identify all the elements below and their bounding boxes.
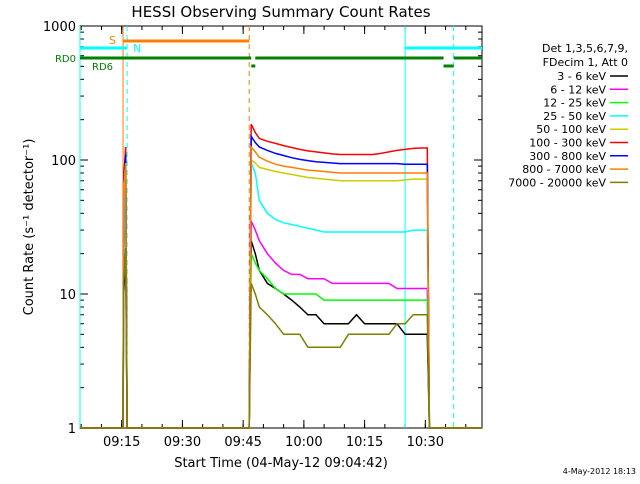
legend-label-5: 50 - 100 keV: [536, 123, 606, 136]
legend-label-4: 25 - 50 keV: [543, 110, 606, 123]
x-tick-label: 10:00: [285, 435, 322, 450]
x-tick-label: 09:30: [164, 435, 201, 450]
footer-date: 4-May-2012 18:13: [563, 467, 636, 476]
rd0-flag-label: RD0: [55, 54, 76, 65]
y-tick-label: 100: [51, 154, 76, 169]
legend-label-9: 7000 - 20000 keV: [508, 176, 606, 189]
x-tick-label: 10:30: [407, 435, 444, 450]
legend-label-1: 3 - 6 keV: [557, 70, 606, 83]
s-flag-label: S: [109, 34, 116, 47]
x-axis-label: Start Time (04-May-12 09:04:42): [174, 456, 388, 471]
n-flag-label: N: [133, 42, 141, 55]
y-axis-label: Count Rate (s⁻¹ detector⁻¹): [22, 139, 37, 316]
series-line-4: [80, 162, 482, 429]
x-tick-label: 09:15: [103, 435, 140, 450]
y-tick-label: 1: [68, 422, 76, 437]
legend-header-line-1: Det 1,3,5,6,7,9,: [542, 42, 628, 55]
legend-label-2: 6 - 12 keV: [550, 83, 606, 96]
rd6-flag-label: RD6: [92, 62, 113, 73]
x-tick-label: 09:45: [224, 435, 261, 450]
chart-title: HESSI Observing Summary Count Rates: [131, 3, 430, 21]
legend-label-8: 800 - 7000 keV: [522, 163, 606, 176]
y-tick-label: 10: [59, 288, 76, 303]
x-tick-label: 10:15: [346, 435, 383, 450]
legend-label-7: 300 - 800 keV: [529, 150, 606, 163]
plot-frame: [79, 25, 483, 429]
series-line-9: [80, 248, 482, 429]
series-line-7: [80, 133, 482, 429]
series-line-6: [80, 123, 482, 429]
legend-label-6: 100 - 300 keV: [529, 137, 606, 150]
legend-header-line-2: FDecim 1, Att 0: [543, 56, 628, 69]
series-line-8: [80, 144, 482, 429]
legend-label-3: 12 - 25 keV: [543, 97, 606, 110]
y-tick-label: 1000: [43, 20, 76, 35]
series-line-5: [80, 158, 482, 429]
